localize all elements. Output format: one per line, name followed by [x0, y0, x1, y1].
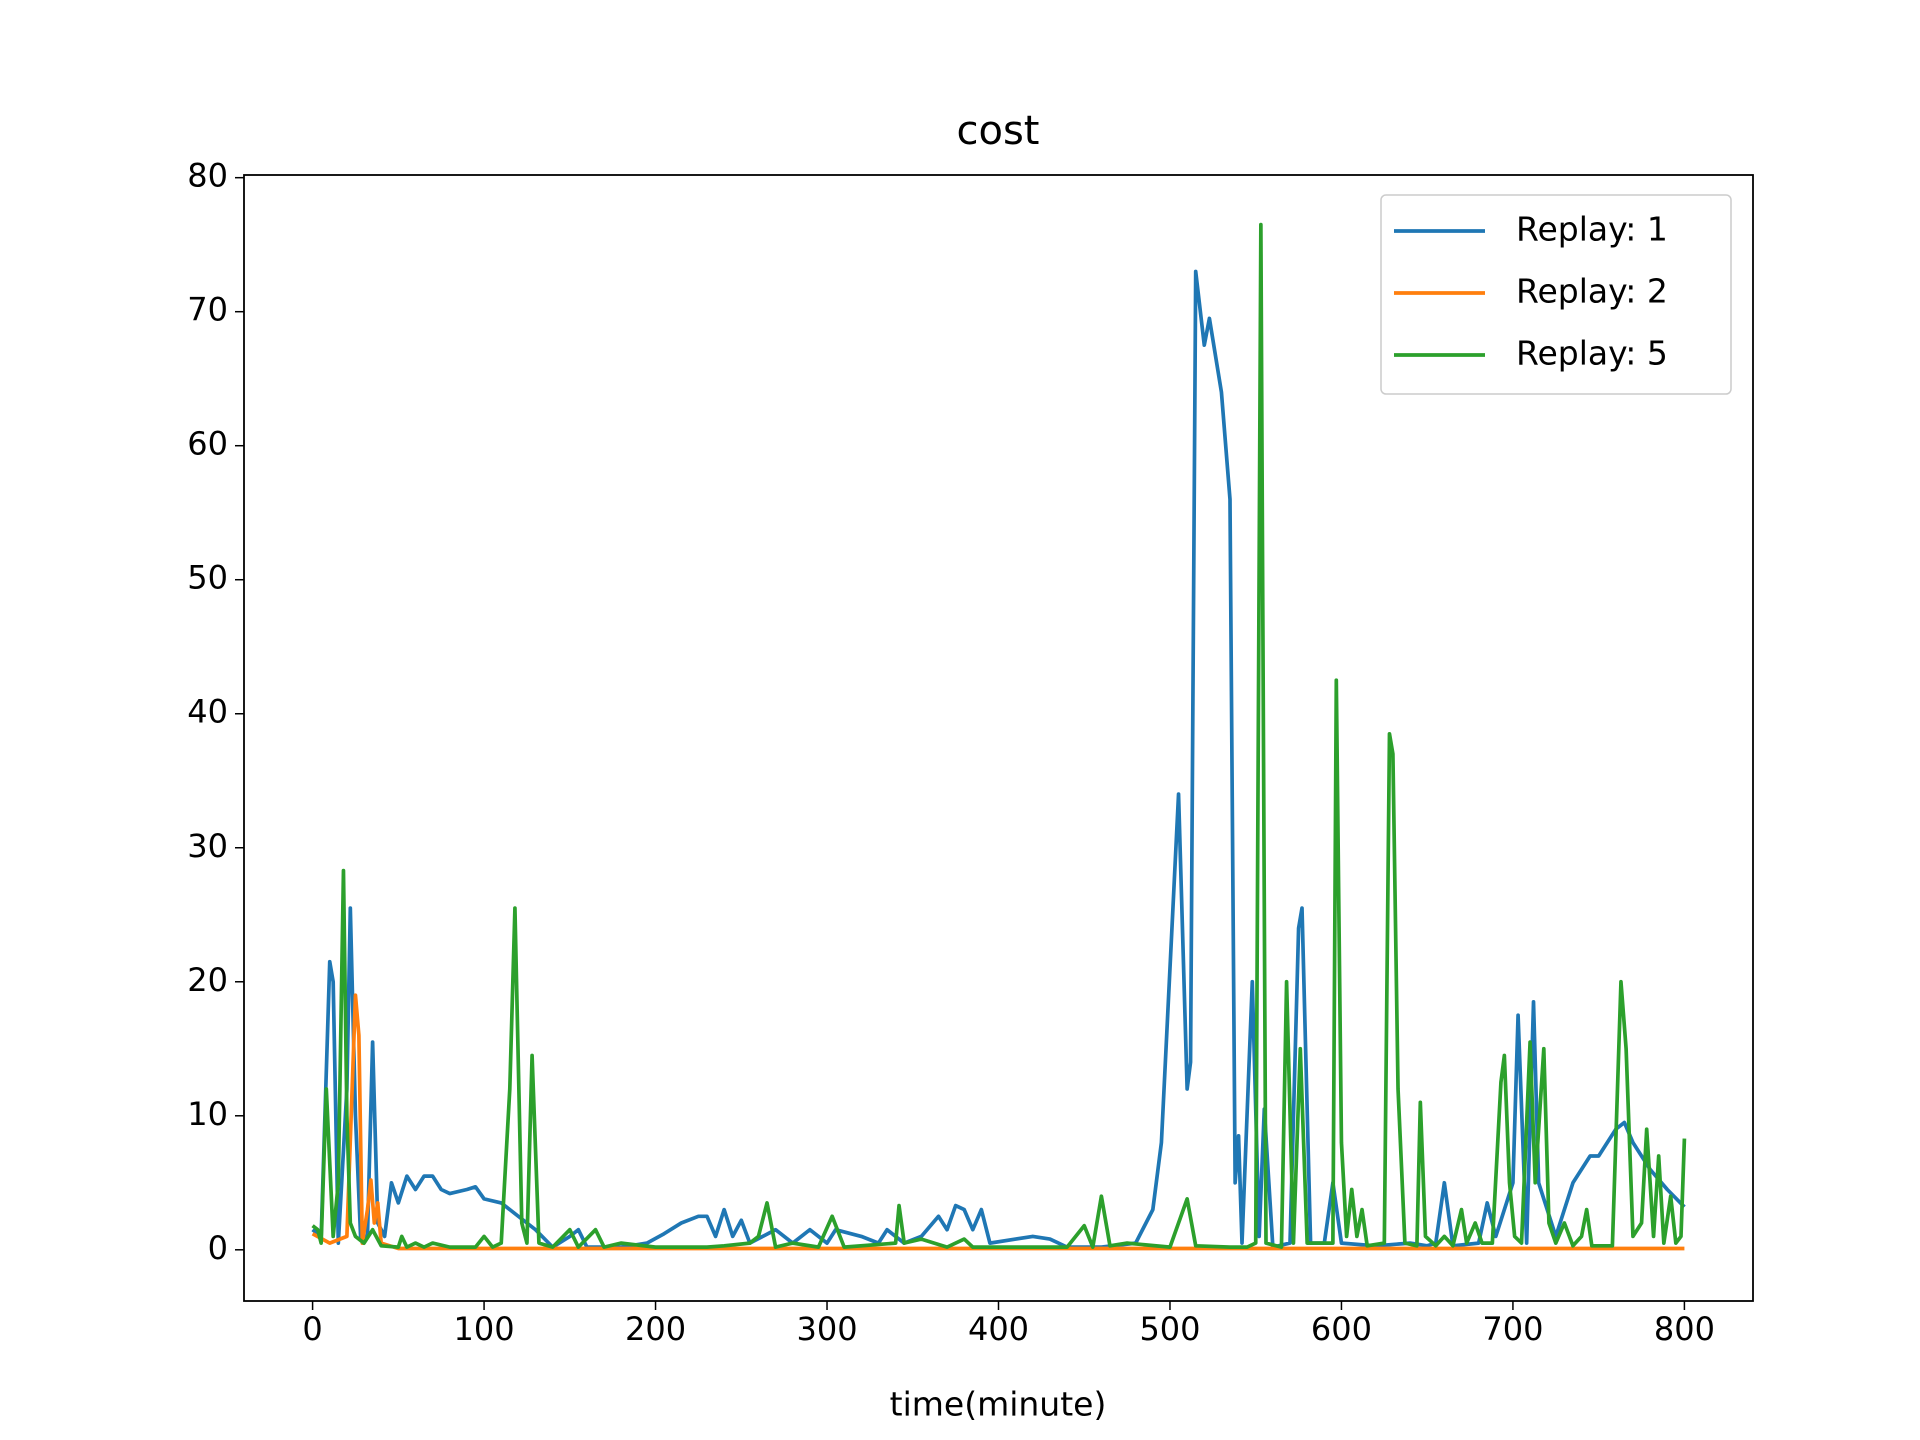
legend-box	[1380, 194, 1732, 395]
legend-label: Replay: 1	[1516, 210, 1668, 249]
x-tick-label: 500	[1139, 1310, 1200, 1348]
x-axis-label: time(minute)	[890, 1385, 1107, 1424]
y-tick-label: 80	[187, 157, 228, 195]
x-tick-label: 100	[454, 1310, 515, 1348]
y-tick-label: 70	[187, 291, 228, 329]
x-tick-label: 200	[625, 1310, 686, 1348]
y-tick-label: 20	[187, 961, 228, 999]
x-tick-label: 800	[1654, 1310, 1715, 1348]
plot-frame	[243, 174, 1754, 1302]
y-tick-label: 10	[187, 1095, 228, 1133]
y-tick-label: 60	[187, 425, 228, 463]
y-tick-label: 30	[187, 827, 228, 865]
y-tick-label: 50	[187, 559, 228, 597]
x-tick-label: 600	[1311, 1310, 1372, 1348]
legend-label: Replay: 2	[1516, 272, 1668, 311]
legend-label: Replay: 5	[1516, 334, 1668, 373]
series-line	[311, 222, 1687, 1249]
y-tick-label: 0	[208, 1229, 228, 1267]
x-tick-label: 700	[1482, 1310, 1543, 1348]
x-tick-label: 400	[968, 1310, 1029, 1348]
x-tick-label: 0	[302, 1310, 322, 1348]
x-tick-label: 300	[796, 1310, 857, 1348]
chart-title: cost	[957, 108, 1040, 154]
y-tick-label: 40	[187, 693, 228, 731]
series-line	[311, 269, 1686, 1249]
